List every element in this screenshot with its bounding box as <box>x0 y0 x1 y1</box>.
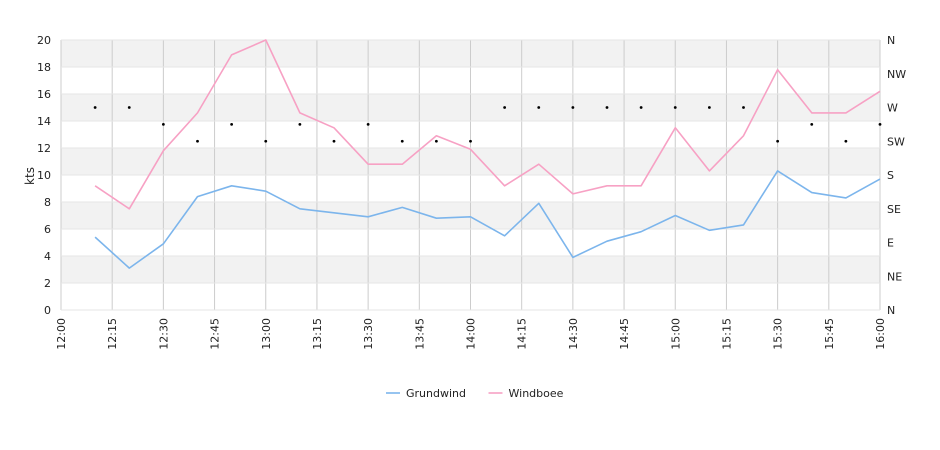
right-tick-label: S <box>887 169 894 182</box>
series-line-grundwind <box>94 170 881 269</box>
x-tick-label: 13:00 <box>260 318 273 350</box>
x-tick-label: 13:15 <box>311 318 324 350</box>
x-tick-label: 13:45 <box>413 318 426 350</box>
right-tick-label: N <box>887 304 895 317</box>
direction-point <box>707 106 711 109</box>
x-axis-ticks: 12:00 12:15 12:30 12:45 13:00 13:15 13:30 13:45… <box>55 318 887 350</box>
x-tick-label: 14:30 <box>567 318 580 350</box>
direction-point <box>571 106 575 109</box>
direction-point <box>230 122 234 126</box>
legend-label: Grundwind <box>406 387 466 400</box>
y-tick-label: 14 <box>37 115 51 128</box>
y-tick-label: 8 <box>44 196 51 209</box>
y-tick-label: 10 <box>37 169 51 182</box>
x-tick-label: 16:00 <box>874 318 887 350</box>
direction-point <box>332 139 336 143</box>
y-tick-label: 20 <box>37 34 51 47</box>
right-tick-label: SE <box>887 203 901 216</box>
direction-point <box>673 106 677 109</box>
y-tick-label: 4 <box>44 250 51 263</box>
direction-point <box>93 106 97 109</box>
x-tick-label: 12:30 <box>157 318 170 350</box>
direction-point <box>366 122 370 126</box>
direction-point <box>400 139 404 143</box>
direction-point <box>776 139 780 143</box>
direction-point <box>878 122 882 126</box>
direction-point <box>503 106 507 109</box>
right-tick-label: NW <box>887 68 906 81</box>
direction-point <box>161 122 165 126</box>
direction-point <box>537 106 541 109</box>
y-axis-label: kts <box>23 167 37 185</box>
direction-point <box>469 139 472 143</box>
x-tick-label: 15:15 <box>720 318 733 350</box>
right-tick-label: SW <box>887 135 905 148</box>
direction-points <box>93 106 882 143</box>
x-tick-label: 15:30 <box>772 318 785 350</box>
y-axis-ticks: 0 2 4 6 8 10 12 14 16 18 20 <box>37 34 51 317</box>
x-tick-label: 13:30 <box>362 318 375 350</box>
horizontal-gridlines <box>61 39 880 311</box>
y-tick-label: 6 <box>44 223 51 236</box>
x-tick-label: 14:45 <box>618 318 631 350</box>
x-tick-label: 15:45 <box>823 318 836 350</box>
series-line-windboee <box>94 39 881 210</box>
x-tick-label: 15:00 <box>669 318 682 350</box>
direction-point <box>196 139 199 143</box>
right-tick-label: E <box>887 237 894 250</box>
direction-point <box>844 139 848 143</box>
legend-label: Windboee <box>509 387 564 400</box>
y-tick-label: 18 <box>37 61 51 74</box>
x-tick-label: 12:15 <box>106 318 119 350</box>
x-tick-label: 14:00 <box>465 318 478 350</box>
direction-point <box>127 106 131 109</box>
direction-point <box>639 106 643 109</box>
x-tick-label: 12:45 <box>209 318 222 350</box>
direction-point <box>810 122 814 126</box>
right-axis-ticks: N NE E SE S SW W NW N <box>887 34 906 317</box>
y-tick-label: 12 <box>37 142 51 155</box>
right-tick-label: W <box>887 102 898 115</box>
series-lines <box>94 39 881 269</box>
direction-point <box>298 122 302 126</box>
direction-point <box>742 106 745 109</box>
y-tick-label: 2 <box>44 277 51 290</box>
direction-point <box>434 139 438 143</box>
direction-point <box>264 139 268 143</box>
x-tick-label: 14:15 <box>516 318 529 350</box>
x-tick-label: 12:00 <box>55 318 68 350</box>
right-tick-label: NE <box>887 270 902 283</box>
direction-point <box>605 106 609 109</box>
right-tick-label: N <box>887 34 895 47</box>
y-tick-label: 0 <box>44 304 51 317</box>
legend: Grundwind Windboee <box>386 387 564 400</box>
y-tick-label: 16 <box>37 88 51 101</box>
